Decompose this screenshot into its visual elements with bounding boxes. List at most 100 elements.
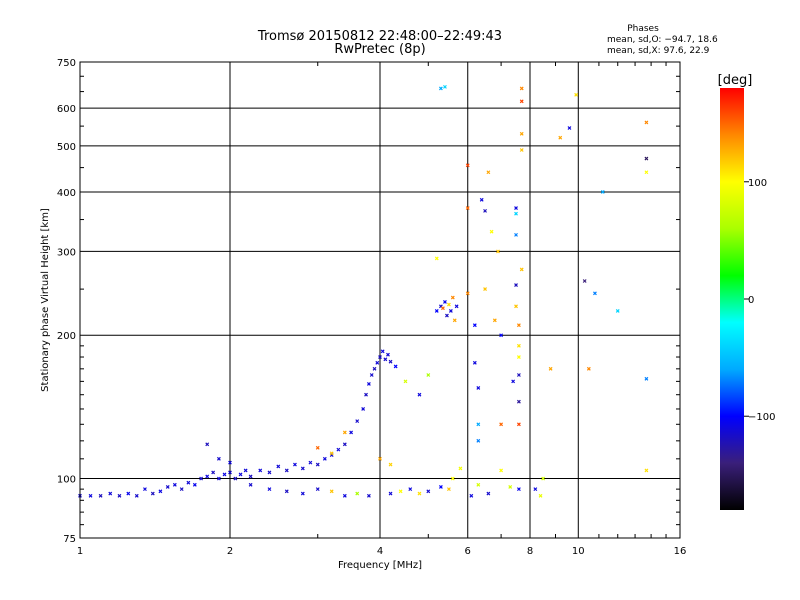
x-tick-label: 6 <box>465 546 471 557</box>
data-point <box>408 487 413 492</box>
data-point <box>434 256 439 261</box>
data-point <box>158 489 163 494</box>
data-point <box>508 485 513 489</box>
data-point <box>426 373 431 377</box>
data-point <box>600 190 605 194</box>
data-point <box>511 379 516 384</box>
y-axis-label: Stationary phase Virtual Height [km] <box>40 208 51 392</box>
colorbar-label: [deg] <box>718 73 753 88</box>
data-point <box>434 308 439 313</box>
data-point <box>228 470 232 475</box>
data-point <box>375 360 380 365</box>
data-point <box>342 442 347 447</box>
data-point <box>450 476 455 481</box>
data-point <box>300 491 305 496</box>
x-axis-label: Frequency [MHz] <box>338 560 422 571</box>
data-point <box>644 468 649 473</box>
colorbar-tick-label: 0 <box>748 295 754 306</box>
data-point <box>248 474 253 479</box>
data-point <box>364 392 368 397</box>
data-point <box>88 493 93 498</box>
colorbar-tick-label: 100 <box>748 178 767 189</box>
data-point <box>378 456 382 461</box>
data-point <box>452 318 457 323</box>
data-point <box>355 419 360 424</box>
data-point <box>465 163 470 168</box>
data-point <box>315 487 320 492</box>
chart-subtitle: RwPretec (8p) <box>334 42 425 57</box>
data-point <box>438 485 443 489</box>
data-point <box>465 206 470 210</box>
data-point <box>479 197 484 202</box>
data-point <box>108 491 113 496</box>
phase-header: Phases <box>627 24 659 34</box>
data-point <box>192 482 197 487</box>
data-points <box>78 84 649 498</box>
chart-title: Tromsø 20150812 22:48:00–22:49:43 <box>257 29 502 44</box>
data-point <box>446 487 451 492</box>
data-point <box>403 379 408 384</box>
data-point <box>134 493 139 498</box>
data-point <box>355 491 360 496</box>
data-point <box>315 462 320 467</box>
data-point <box>284 468 289 473</box>
data-point <box>567 126 572 130</box>
data-point <box>378 355 382 359</box>
data-point <box>519 148 524 152</box>
data-point <box>143 487 147 492</box>
data-point <box>448 308 453 313</box>
data-point <box>446 302 451 307</box>
colorbar-tick-label: −100 <box>748 412 775 423</box>
gridlines <box>80 62 680 538</box>
data-point <box>349 430 354 435</box>
data-point <box>548 366 553 371</box>
data-point <box>469 493 474 498</box>
data-point <box>199 476 204 481</box>
data-point <box>388 359 393 364</box>
data-point <box>205 474 210 479</box>
data-point <box>443 84 447 89</box>
data-point <box>514 283 518 287</box>
data-point <box>644 120 649 125</box>
data-point <box>361 407 366 411</box>
data-point <box>514 206 518 210</box>
data-point <box>476 482 481 487</box>
data-point <box>533 487 538 492</box>
data-point <box>486 170 491 175</box>
phase-stat-o: mean, sd,O: −94.7, 18.6 <box>607 35 718 45</box>
data-point <box>516 323 521 328</box>
data-point <box>489 229 494 234</box>
data-point <box>186 480 191 485</box>
data-point <box>516 399 521 404</box>
data-point <box>476 386 481 390</box>
y-tick-label: 750 <box>57 58 76 69</box>
data-point <box>222 472 227 477</box>
data-point <box>205 442 210 447</box>
data-point <box>284 489 289 494</box>
data-point <box>238 472 243 477</box>
data-point <box>398 489 403 494</box>
data-point <box>243 468 248 473</box>
data-point <box>519 86 524 91</box>
data-point <box>233 476 238 481</box>
data-point <box>315 445 320 450</box>
data-point <box>342 493 347 498</box>
data-point <box>258 468 263 473</box>
data-point <box>393 364 398 369</box>
data-point <box>372 366 377 371</box>
data-point <box>516 355 521 359</box>
y-tick-label: 75 <box>63 534 76 545</box>
data-point <box>300 466 305 471</box>
data-point <box>476 438 481 443</box>
data-point <box>519 99 524 104</box>
data-point <box>329 489 334 494</box>
x-tick-label: 4 <box>377 546 383 557</box>
data-point <box>383 357 388 362</box>
x-tick-label: 10 <box>572 546 585 557</box>
data-point <box>388 462 393 467</box>
data-point <box>519 131 524 136</box>
data-point <box>179 487 184 492</box>
data-point <box>369 373 374 377</box>
data-point <box>426 489 431 494</box>
data-point <box>380 349 385 354</box>
